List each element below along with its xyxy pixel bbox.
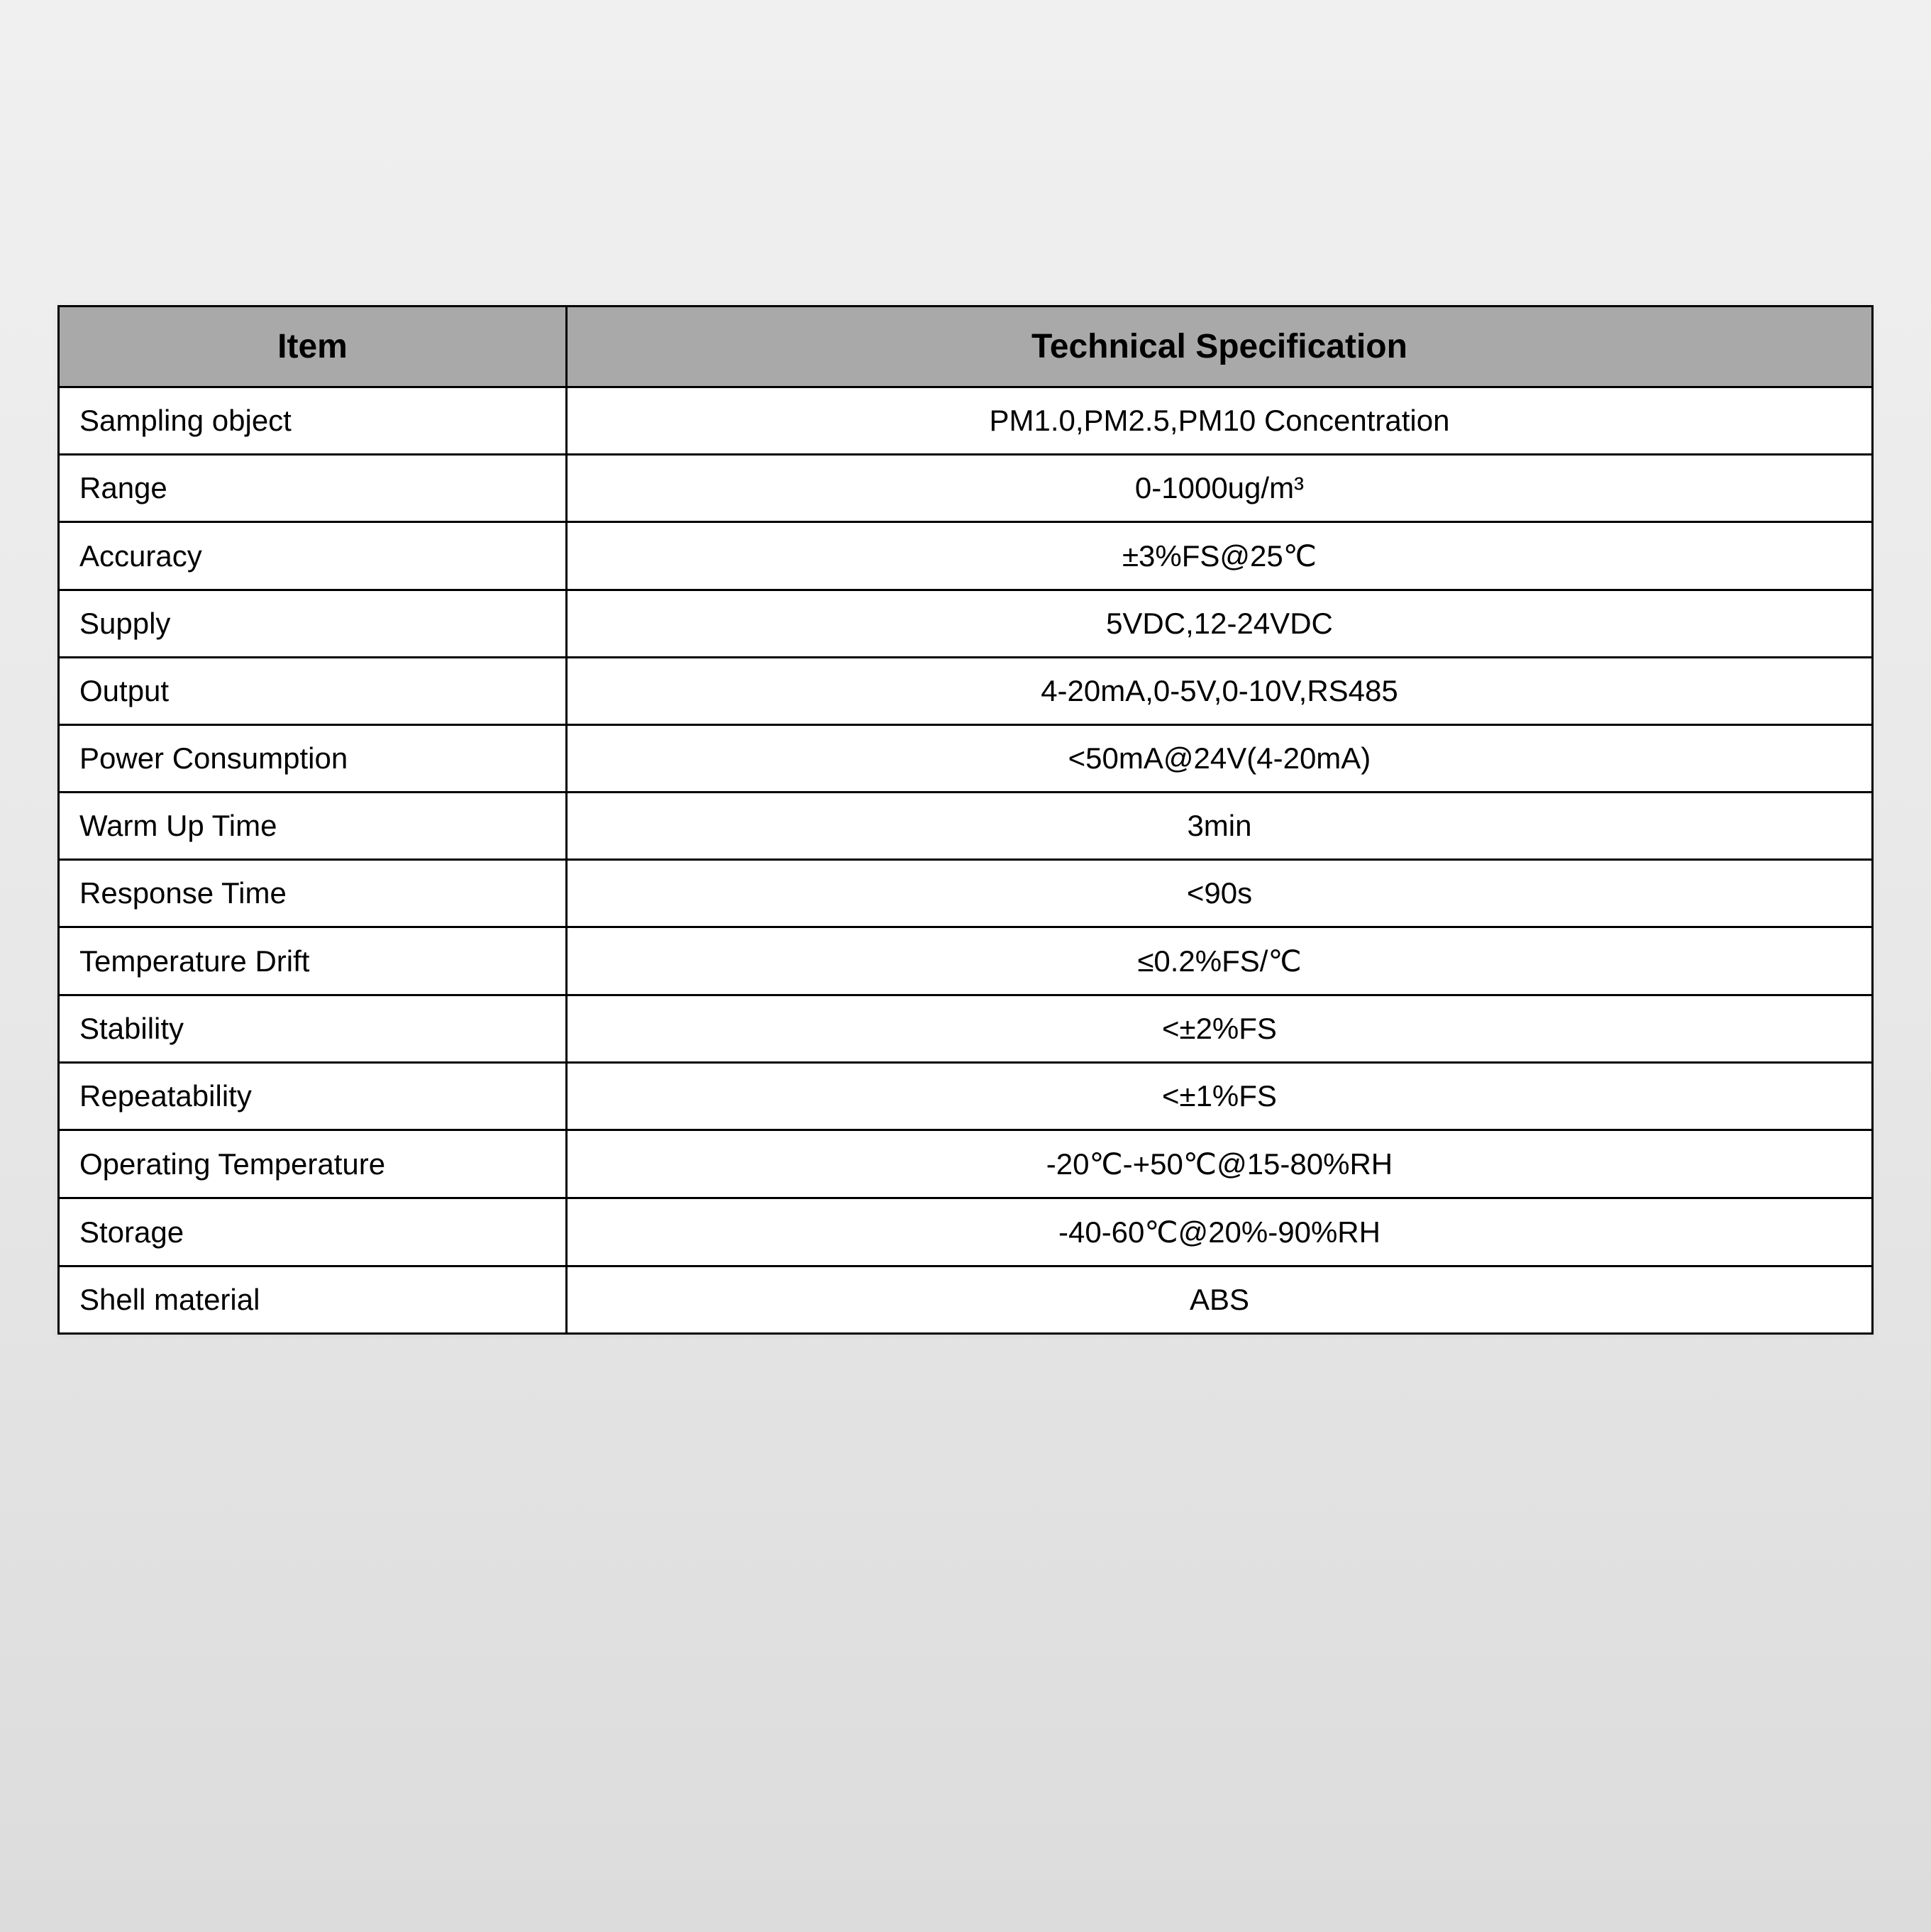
cell-spec: 0-1000ug/m³ xyxy=(566,455,1872,522)
table-row: Shell material ABS xyxy=(59,1266,1873,1334)
table-row: Range 0-1000ug/m³ xyxy=(59,455,1873,522)
table-row: Power Consumption <50mA@24V(4-20mA) xyxy=(59,725,1873,793)
table-row: Storage -40-60℃@20%-90%RH xyxy=(59,1198,1873,1266)
cell-spec: ABS xyxy=(566,1266,1872,1334)
table-body: Sampling object PM1.0,PM2.5,PM10 Concent… xyxy=(59,387,1873,1334)
table-row: Response Time <90s xyxy=(59,860,1873,927)
table-row: Warm Up Time 3min xyxy=(59,793,1873,860)
header-item: Item xyxy=(59,307,567,387)
cell-spec: -20℃-+50℃@15-80%RH xyxy=(566,1130,1872,1198)
cell-item: Stability xyxy=(59,995,567,1063)
cell-item: Power Consumption xyxy=(59,725,567,793)
table-row: Repeatability <±1%FS xyxy=(59,1063,1873,1130)
cell-item: Supply xyxy=(59,590,567,658)
cell-spec: -40-60℃@20%-90%RH xyxy=(566,1198,1872,1266)
cell-item: Output xyxy=(59,658,567,725)
table-row: Operating Temperature -20℃-+50℃@15-80%RH xyxy=(59,1130,1873,1198)
cell-spec: 5VDC,12-24VDC xyxy=(566,590,1872,658)
cell-spec: <90s xyxy=(566,860,1872,927)
cell-spec: 4-20mA,0-5V,0-10V,RS485 xyxy=(566,658,1872,725)
cell-item: Range xyxy=(59,455,567,522)
cell-spec: 3min xyxy=(566,793,1872,860)
cell-spec: <±1%FS xyxy=(566,1063,1872,1130)
cell-item: Operating Temperature xyxy=(59,1130,567,1198)
cell-spec: PM1.0,PM2.5,PM10 Concentration xyxy=(566,387,1872,455)
cell-spec: ±3%FS@25℃ xyxy=(566,522,1872,590)
cell-item: Accuracy xyxy=(59,522,567,590)
table-row: Sampling object PM1.0,PM2.5,PM10 Concent… xyxy=(59,387,1873,455)
table-row: Stability <±2%FS xyxy=(59,995,1873,1063)
cell-item: Response Time xyxy=(59,860,567,927)
cell-spec: <±2%FS xyxy=(566,995,1872,1063)
cell-item: Sampling object xyxy=(59,387,567,455)
cell-spec: ≤0.2%FS/℃ xyxy=(566,927,1872,995)
cell-spec: <50mA@24V(4-20mA) xyxy=(566,725,1872,793)
table-row: Accuracy ±3%FS@25℃ xyxy=(59,522,1873,590)
header-row: Item Technical Specification xyxy=(59,307,1873,387)
cell-item: Shell material xyxy=(59,1266,567,1334)
header-spec: Technical Specification xyxy=(566,307,1872,387)
table-row: Supply 5VDC,12-24VDC xyxy=(59,590,1873,658)
spec-table: Item Technical Specification Sampling ob… xyxy=(57,305,1874,1335)
spec-table-container: Item Technical Specification Sampling ob… xyxy=(57,305,1874,1335)
cell-item: Warm Up Time xyxy=(59,793,567,860)
cell-item: Temperature Drift xyxy=(59,927,567,995)
table-header: Item Technical Specification xyxy=(59,307,1873,387)
cell-item: Repeatability xyxy=(59,1063,567,1130)
table-row: Output 4-20mA,0-5V,0-10V,RS485 xyxy=(59,658,1873,725)
cell-item: Storage xyxy=(59,1198,567,1266)
table-row: Temperature Drift ≤0.2%FS/℃ xyxy=(59,927,1873,995)
